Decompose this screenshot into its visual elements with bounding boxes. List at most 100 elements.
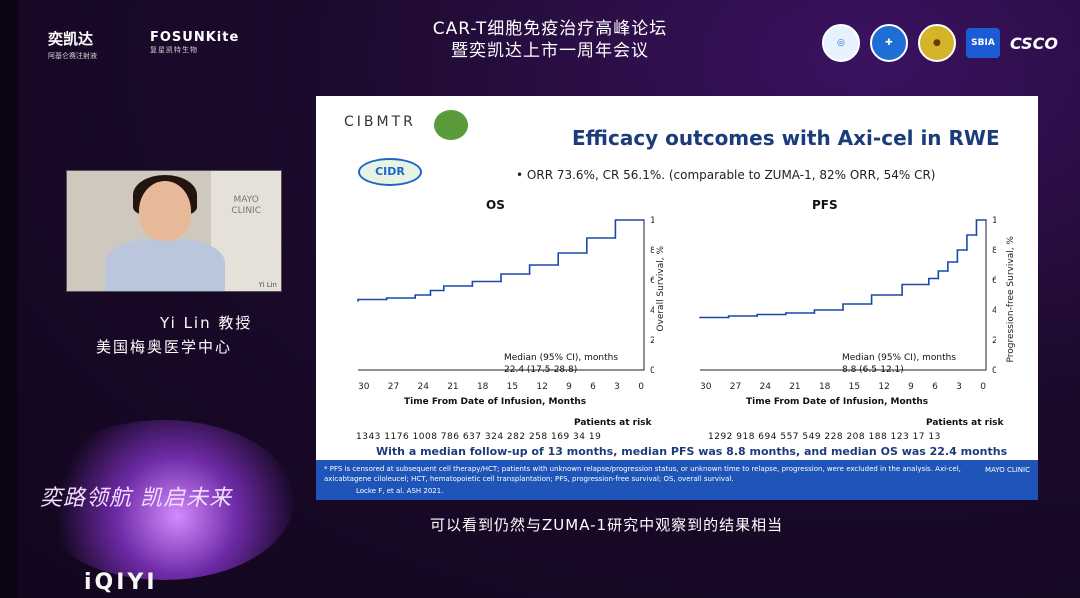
pfs-risk-label: Patients at risk [926,418,1004,428]
pfs-risk-row: 1292 918 694 557 549 228 208 188 123 17 … [708,432,941,442]
os-chart: 100 80 60 40 20 0 [357,216,654,376]
x-tick: 15 [848,382,861,392]
brand-sub-2: 复星凯特生物 [150,46,198,54]
mayo-wall-sign: MAYO CLINIC [231,195,261,216]
speaker-face [139,181,191,241]
pfs-y-tick: 20 [992,336,996,346]
pfs-point [870,303,873,305]
pfs-median-head: Median (95% CI), months [842,353,957,363]
x-tick: 30 [700,382,712,392]
os-y-tick: 100 [650,216,654,226]
speaker-video: MAYO CLINIC Yi Lin [66,170,282,292]
slide-title: Efficacy outcomes with Axi-cel in RWE [572,126,1000,150]
os-risk-row: 1343 1176 1008 786 637 324 282 258 169 3… [356,432,602,442]
os-y-tick: 0 [650,366,654,376]
x-tick: 18 [476,382,489,392]
pfs-point [842,309,844,311]
decorative-slogan: 奕路领航 凯启未来 [40,486,232,511]
os-point [586,252,588,254]
pfs-point [937,277,940,280]
os-y-tick: 20 [650,336,654,346]
x-tick: 27 [387,382,400,392]
x-tick: 24 [417,382,429,392]
sponsor-logos: ◎ ✚ ● SBIA CSCO [821,24,1058,62]
hospital-logo-icon: ✚ [869,24,908,62]
sbia-logo: SBIA [965,28,1000,58]
x-tick: 15 [506,382,519,392]
pfs-chart: 100 80 60 40 20 0 [699,216,996,376]
brand-name-2: FOSUNKite [150,30,240,45]
os-median-value: 22.4 (17.5-28.8) [504,365,578,375]
os-median-head: Median (95% CI), months [504,353,619,363]
pfs-point [785,313,787,316]
pfs-y-tick: 40 [992,306,996,316]
pfs-median: Median (95% CI), months 8.8 (6.5-12.1) [842,352,956,376]
pfs-point [928,283,930,286]
os-axes [358,220,645,371]
pfs-axes [700,220,987,371]
event-title-line1: CAR-T细胞免疫治疗高峰论坛 [432,19,668,39]
pfs-median-value: 8.8 (6.5-12.1) [842,365,904,375]
os-y-tick: 60 [650,276,654,286]
x-tick: 9 [908,382,914,392]
footer-note: * PFS is censored at subsequent cell the… [324,465,961,483]
brand-name: 奕凯达 [48,30,94,48]
os-median: Median (95% CI), months 22.4 (17.5-28.8) [504,352,618,376]
speaker-name: Yi Lin 教授 [160,314,253,332]
slide-bullet: • ORR 73.6%, CR 56.1%. (comparable to ZU… [516,168,936,182]
pfs-y-axis-label: Progression-free Survival, % [1006,236,1016,363]
x-tick: 9 [566,382,572,392]
brand-logo-yikaida: 奕凯达 阿基仑赛注射液 [48,28,97,61]
x-tick: 30 [358,382,370,392]
os-y-tick: 80 [650,246,654,256]
speaker-body [105,239,225,291]
society-logo-icon: ◎ [821,24,860,62]
os-point [443,289,445,292]
pfs-point [813,312,816,314]
os-point [357,300,359,302]
csco-logo: CSCO [1009,33,1058,53]
os-point [500,280,502,283]
os-point [414,297,416,299]
pfs-point [956,261,959,263]
x-tick: 3 [614,382,620,392]
pfs-point [901,294,903,296]
pfs-point [727,316,730,319]
brand-sub: 阿基仑赛注射液 [48,52,97,60]
pfs-chart-title: PFS [812,198,838,212]
x-tick: 3 [956,382,962,392]
pfs-x-ticks: 30 27 24 21 18 15 12 9 6 3 0 [700,382,986,392]
x-tick: 21 [447,382,459,392]
footer-mayo-logo: MAYO CLINIC [985,466,1030,474]
pfs-y-tick: 0 [992,366,996,376]
pfs-point [975,234,978,236]
pfs-point [756,315,758,317]
video-subtitle: 可以看到仍然与ZUMA-1研究中观察到的结果相当 [430,516,784,534]
pfs-x-axis-label: Time From Date of Infusion, Months [746,397,929,407]
pfs-point [966,249,968,251]
os-point [643,219,645,221]
os-chart-title: OS [486,198,505,212]
x-tick: 0 [638,382,644,392]
x-tick: 27 [729,382,742,392]
slide-bullet-text: ORR 73.6%, CR 56.1%. (comparable to ZUMA… [526,168,936,182]
x-tick: 0 [980,382,986,392]
os-point [429,294,432,296]
pfs-y-tick: 100 [992,216,996,226]
x-tick: 6 [932,382,938,392]
x-tick: 6 [590,382,596,392]
cibmtr-mark-icon [434,110,468,140]
footer-reference: Locke F, et al. ASH 2021. [356,487,444,495]
speaker-affiliation: 美国梅奥医学中心 [96,338,233,356]
pfs-point [699,316,701,319]
event-title: CAR-T细胞免疫治疗高峰论坛 暨奕凯达上市一周年会议 [400,18,700,62]
cidr-logo: CIDR [358,158,422,186]
os-y-axis-label: Overall Survival, % [656,246,666,332]
slide-summary: With a median follow-up of 13 months, me… [376,445,1008,458]
event-title-line2: 暨奕凯达上市一周年会议 [451,41,649,61]
brand-logo-fosunkite: FOSUNKite 复星凯特生物 [150,30,239,55]
os-risk-label: Patients at risk [574,418,652,428]
iqiyi-watermark: iQIYI [84,570,158,595]
os-point [614,237,617,239]
x-tick: 24 [759,382,771,392]
